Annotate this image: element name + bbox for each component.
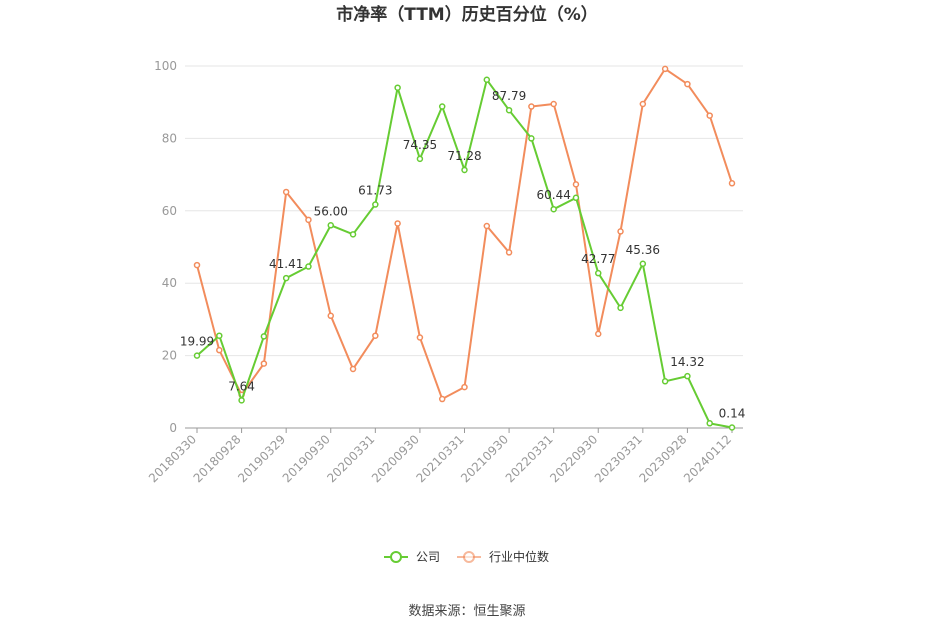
data-source: 数据来源：恒生聚源 <box>408 604 525 619</box>
data-point[interactable] <box>327 312 334 320</box>
data-point[interactable] <box>260 333 268 340</box>
data-point[interactable] <box>595 269 602 277</box>
data-point[interactable] <box>193 261 201 269</box>
series <box>193 65 736 431</box>
legend-label: 公司 <box>416 550 440 564</box>
data-point[interactable] <box>394 220 401 227</box>
data-point[interactable] <box>684 80 691 88</box>
data-label: 41.41 <box>269 257 303 271</box>
data-point[interactable] <box>528 135 535 142</box>
data-point[interactable] <box>505 106 513 114</box>
data-point[interactable] <box>617 228 624 235</box>
legend-item-industry-median[interactable]: 行业中位数 <box>457 549 549 564</box>
data-point[interactable] <box>706 112 713 119</box>
data-point[interactable] <box>572 181 580 188</box>
data-point[interactable] <box>282 274 290 282</box>
series-line <box>196 67 733 401</box>
data-point[interactable] <box>216 346 223 354</box>
data-point[interactable] <box>438 395 446 403</box>
data-label: 19.99 <box>180 335 214 349</box>
data-point[interactable] <box>305 263 312 270</box>
data-point[interactable] <box>572 194 580 202</box>
data-label: 42.77 <box>581 252 615 266</box>
data-point[interactable] <box>728 424 736 431</box>
chart-title: 市净率（TTM）历史百分位（%） <box>336 4 598 25</box>
data-label: 61.73 <box>358 184 392 198</box>
data-point[interactable] <box>193 352 201 359</box>
y-tick-label: 100 <box>154 59 177 73</box>
data-point[interactable] <box>550 205 557 213</box>
y-tick-label: 20 <box>162 349 177 363</box>
legend-marker <box>390 551 402 563</box>
data-label: 56.00 <box>314 204 348 218</box>
data-point[interactable] <box>394 84 401 91</box>
data-point[interactable] <box>661 65 669 73</box>
data-point[interactable] <box>349 365 357 373</box>
data-point[interactable] <box>528 103 535 110</box>
data-point[interactable] <box>461 383 468 391</box>
data-label: 0.14 <box>719 406 746 420</box>
data-point[interactable] <box>260 360 268 367</box>
data-label: 74.35 <box>403 138 437 152</box>
y-tick-label: 80 <box>162 131 177 145</box>
series-0 <box>193 76 736 431</box>
data-point[interactable] <box>595 330 602 338</box>
data-point[interactable] <box>238 397 245 404</box>
data-point[interactable] <box>706 420 713 427</box>
data-label: 60.44 <box>536 188 570 202</box>
x-tick-label: 20230928 <box>636 432 689 485</box>
series-1 <box>193 65 736 403</box>
data-point[interactable] <box>461 166 468 174</box>
data-label: 71.28 <box>447 149 481 163</box>
legend: 公司 行业中位数 <box>384 549 549 564</box>
legend-item-company[interactable]: 公司 <box>384 550 440 564</box>
data-point[interactable] <box>416 334 424 341</box>
y-tick-label: 0 <box>169 421 177 435</box>
x-tick-label: 20200930 <box>369 432 422 485</box>
data-point[interactable] <box>617 304 624 312</box>
data-label: 7.64 <box>228 379 255 393</box>
data-point[interactable] <box>661 378 669 385</box>
data-point[interactable] <box>438 103 446 110</box>
data-point[interactable] <box>305 216 312 224</box>
data-point[interactable] <box>349 231 357 238</box>
y-tick-label: 60 <box>162 204 177 218</box>
data-point[interactable] <box>416 155 424 163</box>
grid <box>185 65 743 357</box>
x-tick-label: 20220331 <box>503 432 556 485</box>
data-point[interactable] <box>728 180 736 187</box>
x-tick-label: 20190329 <box>235 432 288 485</box>
data-point[interactable] <box>550 100 557 108</box>
data-point[interactable] <box>216 332 223 339</box>
data-label: 14.32 <box>670 355 704 369</box>
legend-label: 行业中位数 <box>489 549 549 564</box>
data-point[interactable] <box>282 188 290 196</box>
data-label: 45.36 <box>626 243 660 257</box>
data-point[interactable] <box>639 100 647 108</box>
data-point[interactable] <box>483 222 491 230</box>
data-point[interactable] <box>505 249 513 256</box>
data-point[interactable] <box>372 201 379 208</box>
data-point[interactable] <box>684 372 691 380</box>
y-tick-label: 40 <box>162 276 177 290</box>
legend-marker <box>463 551 475 563</box>
data-point[interactable] <box>327 222 334 229</box>
data-point[interactable] <box>372 332 379 339</box>
data-point[interactable] <box>483 76 491 84</box>
x-tick-label: 20240112 <box>681 432 734 485</box>
data-label: 87.79 <box>492 89 526 103</box>
data-point[interactable] <box>639 260 647 268</box>
data-labels: 19.99 7.64 41.41 56.00 61.73 74.35 71.28 87.79 6… <box>180 89 746 420</box>
axes: 0204060801002018033020180928201903292019… <box>146 59 743 485</box>
